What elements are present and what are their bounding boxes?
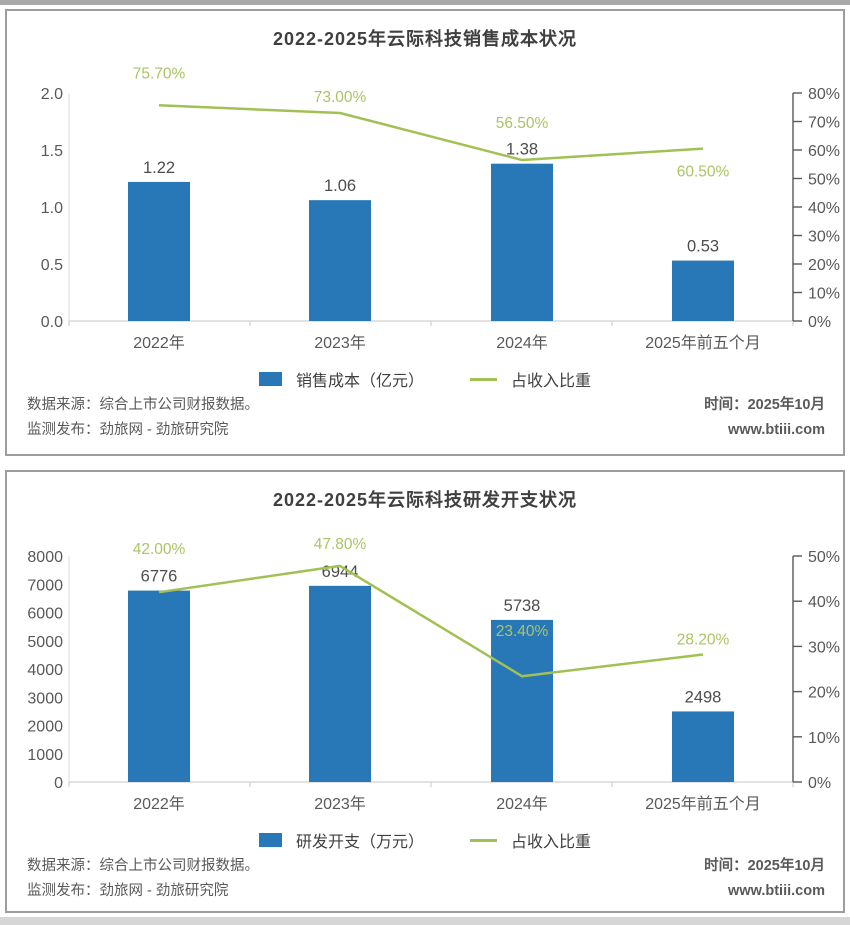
left-axis-tick-label: 3000 <box>27 690 63 707</box>
bar-2023年 <box>309 585 371 782</box>
ratio-line-series <box>158 564 704 678</box>
source-note: 数据来源：综合上市公司财报数据。 监测发布：劲旅网 - 劲旅研究院 <box>27 393 259 443</box>
line-point-label: 42.00% <box>133 541 186 558</box>
right-axis-tick-label: 0% <box>808 775 831 792</box>
right-axis-tick-label: 20% <box>808 685 840 702</box>
left-axis-tick-label: 1000 <box>27 747 63 764</box>
bar-value-label: 1.22 <box>143 159 175 177</box>
bar-value-label: 5738 <box>504 597 541 615</box>
chart-title: 2022-2025年云际科技销售成本状况 <box>272 29 578 49</box>
right-axis-tick-label: 30% <box>808 229 840 246</box>
right-axis-tick-label: 40% <box>808 200 840 217</box>
bar-series-swatch <box>258 372 282 386</box>
bar-2023年 <box>309 200 371 321</box>
line-series-swatch <box>470 838 497 842</box>
bar-2024年 <box>491 163 553 321</box>
x-category-label: 2023年 <box>314 334 366 352</box>
x-category-label: 2022年 <box>133 334 185 352</box>
rd-expense-chart-panel: 2022-2025年云际科技研发开支状况 0 1000 2000 3000 4000 50… <box>5 470 845 913</box>
line-point-label: 73.00% <box>314 89 367 106</box>
bar-series-swatch <box>258 833 282 847</box>
bar-series-label: 研发开支（万元） <box>295 834 424 851</box>
right-axis-tick-label: 70% <box>808 115 840 132</box>
bar-series-label: 销售成本（亿元） <box>295 373 424 390</box>
website-link[interactable]: www.btiii.com <box>728 422 825 438</box>
time-note: 时间：2025年10月 www.btiii.com <box>704 393 825 443</box>
left-axis-tick-label: 0 <box>54 775 63 792</box>
left-axis-tick-label: 2.0 <box>41 86 63 103</box>
bar-2025年前五个月 <box>672 260 734 321</box>
x-category-label: 2025年前五个月 <box>645 334 761 352</box>
line-series-swatch <box>470 377 497 381</box>
right-axis-tick-label: 80% <box>808 86 840 103</box>
chart-legend: 销售成本（亿元） 占收入比重 <box>7 367 843 391</box>
publisher-line: 监测发布：劲旅网 - 劲旅研究院 <box>27 422 229 438</box>
publisher-line: 监测发布：劲旅网 - 劲旅研究院 <box>27 883 229 899</box>
bar-2025年前五个月 <box>672 711 734 782</box>
right-axis-tick-label: 10% <box>808 286 840 303</box>
line-point-label: 75.70% <box>133 65 186 82</box>
right-axis-tick-label: 20% <box>808 257 840 274</box>
left-axis-tick-label: 6000 <box>27 606 63 623</box>
time-note: 时间：2025年10月 www.btiii.com <box>704 854 825 904</box>
left-axis-tick-label: 4000 <box>27 662 63 679</box>
page-top-edge <box>0 0 850 5</box>
report-time: 时间：2025年10月 <box>704 858 825 874</box>
bar-value-label: 1.06 <box>324 177 356 195</box>
ratio-line-series <box>158 104 704 162</box>
left-axis-tick-label: 1.0 <box>41 200 63 217</box>
sales-cost-combo-chart: 0.0 0.5 1.0 1.5 2.0 1.22 1.06 1.38 0.53 75.70% 73.… <box>41 65 840 352</box>
x-category-label: 2024年 <box>496 795 548 813</box>
right-axis-tick-label: 10% <box>808 730 840 747</box>
source-note: 数据来源：综合上市公司财报数据。 监测发布：劲旅网 - 劲旅研究院 <box>27 854 259 904</box>
data-source-line: 数据来源：综合上市公司财报数据。 <box>27 397 259 413</box>
left-axis-tick-label: 8000 <box>27 549 63 566</box>
bar-value-label: 2498 <box>685 688 722 706</box>
left-axis-tick-label: 2000 <box>27 719 63 736</box>
left-axis-tick-label: 1.5 <box>41 143 63 160</box>
line-series-label: 占收入比重 <box>511 834 592 851</box>
page-bottom-edge <box>0 917 850 925</box>
bar-2024年 <box>491 619 553 782</box>
right-axis-tick-label: 50% <box>808 549 840 566</box>
line-series-label: 占收入比重 <box>511 373 592 390</box>
left-axis-tick-label: 7000 <box>27 577 63 594</box>
left-axis-tick-label: 5000 <box>27 634 63 651</box>
left-axis-tick-label: 0.5 <box>41 257 63 274</box>
bar-2022年 <box>128 590 190 782</box>
line-point-label: 23.40% <box>496 623 549 640</box>
line-point-label: 47.80% <box>314 536 367 553</box>
line-point-label: 60.50% <box>677 164 730 181</box>
x-category-label: 2025年前五个月 <box>645 795 761 813</box>
right-axis-tick-label: 0% <box>808 314 831 331</box>
bar-2022年 <box>128 181 190 321</box>
sales-cost-chart-panel: 2022-2025年云际科技销售成本状况 0.0 0.5 1.0 1.5 2.0 1.22… <box>5 9 845 456</box>
chart-legend: 研发开支（万元） 占收入比重 <box>7 828 843 852</box>
x-category-label: 2023年 <box>314 795 366 813</box>
x-category-label: 2022年 <box>133 795 185 813</box>
bar-value-label: 1.38 <box>506 141 538 159</box>
report-time: 时间：2025年10月 <box>704 397 825 413</box>
line-point-label: 56.50% <box>496 115 549 132</box>
data-source-line: 数据来源：综合上市公司财报数据。 <box>27 858 259 874</box>
x-category-label: 2024年 <box>496 334 548 352</box>
left-axis-tick-label: 0.0 <box>41 314 63 331</box>
website-link[interactable]: www.btiii.com <box>728 883 825 899</box>
right-axis-tick-label: 30% <box>808 639 840 656</box>
line-point-label: 28.20% <box>677 632 730 649</box>
bar-value-label: 0.53 <box>687 238 719 256</box>
bar-value-label: 6776 <box>141 568 178 586</box>
right-axis-tick-label: 50% <box>808 172 840 189</box>
chart-title: 2022-2025年云际科技研发开支状况 <box>272 490 578 510</box>
right-axis-tick-label: 60% <box>808 143 840 160</box>
right-axis-tick-label: 40% <box>808 594 840 611</box>
